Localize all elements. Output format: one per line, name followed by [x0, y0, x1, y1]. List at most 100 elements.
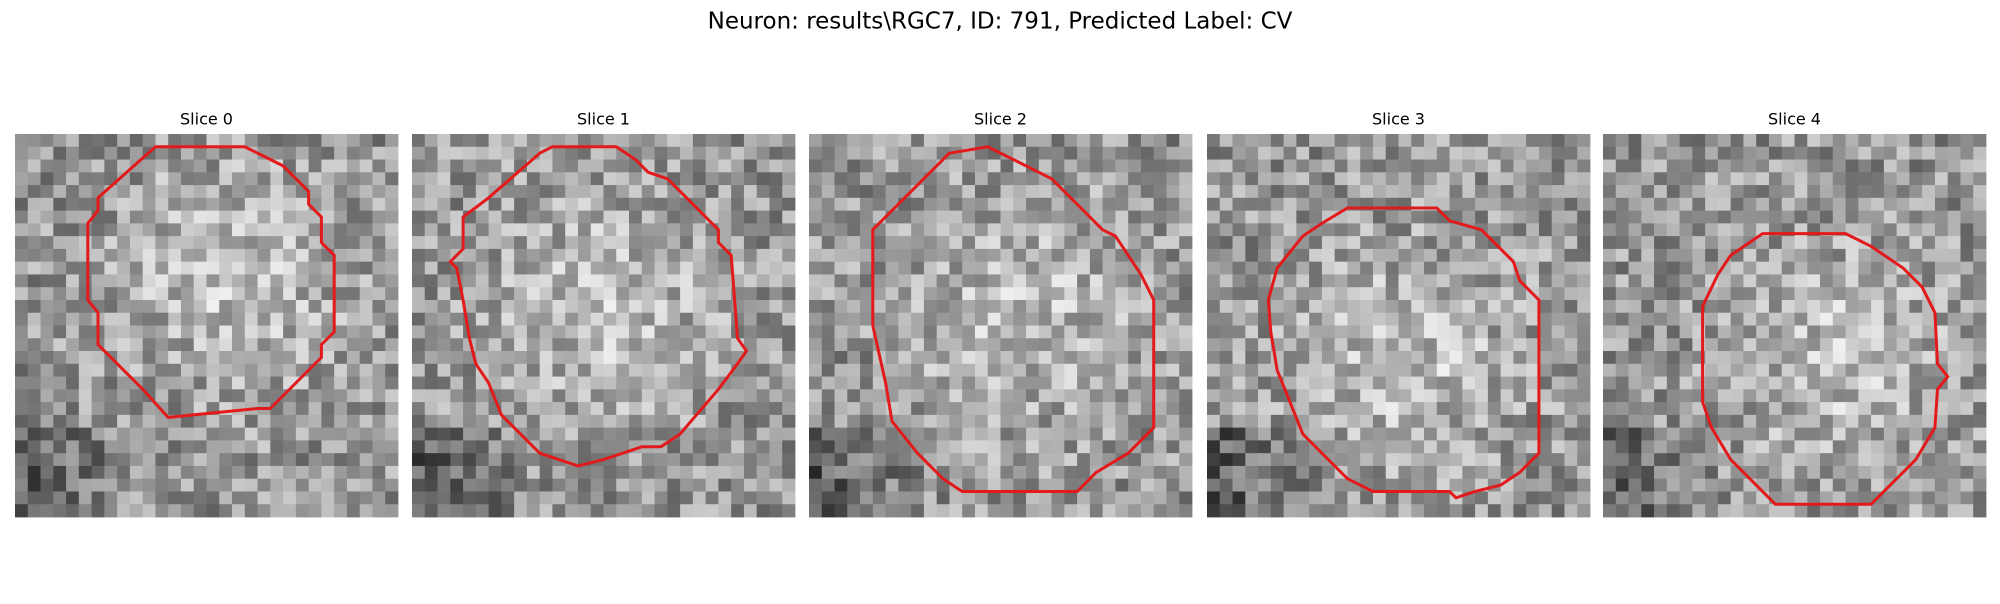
pixel [295, 159, 310, 173]
pixel [1128, 465, 1142, 480]
pixel [1140, 312, 1155, 326]
pixel [180, 478, 195, 492]
pixel [1960, 414, 1974, 429]
pixel [641, 210, 655, 224]
pixel [756, 312, 770, 326]
pixel [1909, 236, 1923, 250]
pixel [1820, 134, 1834, 148]
pixel [1628, 172, 1642, 186]
pixel [936, 299, 950, 314]
pixel [809, 312, 823, 326]
pixel [1947, 478, 1961, 492]
pixel [270, 248, 284, 263]
pixel [1102, 389, 1116, 403]
pixel [193, 197, 207, 211]
pixel [1283, 134, 1297, 148]
pixel [1232, 414, 1246, 429]
pixel [603, 402, 617, 416]
pixel [1807, 210, 1821, 224]
pixel [718, 172, 732, 186]
pixel [1372, 504, 1387, 518]
pixel [53, 376, 67, 390]
pixel [1309, 389, 1323, 403]
pixel [1641, 376, 1655, 390]
pixel [1871, 504, 1885, 518]
pixel [1153, 210, 1167, 224]
pixel [1820, 299, 1834, 314]
pixel [346, 299, 361, 314]
pixel [809, 465, 823, 480]
pixel [1385, 376, 1399, 390]
pixel [219, 185, 233, 199]
pixel [885, 312, 899, 326]
pixel [860, 478, 874, 492]
pixel [1807, 197, 1821, 211]
pixel [1487, 325, 1502, 339]
pixel [1577, 389, 1591, 403]
pixel [1038, 453, 1052, 467]
pixel [1102, 287, 1116, 301]
pixel [1603, 299, 1617, 314]
pixel [1128, 299, 1142, 314]
pixel [847, 223, 861, 237]
pixel [129, 197, 144, 211]
pixel [936, 172, 950, 186]
pixel [936, 338, 950, 352]
pixel [1232, 504, 1246, 518]
pixel [1807, 414, 1821, 429]
pixel [1628, 453, 1642, 467]
pixel [821, 478, 835, 492]
pixel [565, 376, 579, 390]
pixel [860, 185, 874, 199]
pixel [821, 223, 835, 237]
pixel [1102, 427, 1116, 441]
pixel [1051, 274, 1065, 288]
pixel [78, 197, 92, 211]
pixel [1000, 185, 1014, 199]
pixel [1258, 274, 1272, 288]
pixel [1845, 402, 1859, 416]
pixel [78, 248, 92, 263]
pixel [949, 312, 963, 326]
pixel [1807, 453, 1821, 467]
pixel [974, 261, 989, 275]
pixel [1628, 146, 1642, 160]
pixel [1102, 414, 1116, 429]
pixel [949, 491, 963, 505]
pixel [372, 299, 386, 314]
pixel [117, 274, 131, 288]
pixel [731, 172, 745, 186]
pixel [949, 261, 963, 275]
pixel [809, 274, 823, 288]
pixel [1794, 504, 1808, 518]
pixel [1934, 274, 1949, 288]
pixel [1398, 134, 1412, 148]
pixel [232, 185, 246, 199]
pixel [1038, 478, 1052, 492]
pixel [1794, 248, 1808, 263]
pixel [1140, 440, 1155, 454]
pixel [66, 440, 80, 454]
pixel [1347, 261, 1361, 275]
pixel [834, 274, 848, 288]
pixel [654, 312, 668, 326]
pixel [295, 414, 310, 429]
pixel [1462, 274, 1476, 288]
pixel [117, 338, 131, 352]
pixel [834, 440, 848, 454]
pixel [129, 210, 144, 224]
pixel [412, 299, 426, 314]
pixel [1641, 325, 1655, 339]
pixel [334, 185, 348, 199]
pixel [488, 134, 502, 148]
pixel [15, 440, 29, 454]
pixel [219, 287, 233, 301]
pixel [27, 159, 41, 173]
pixel [1462, 236, 1476, 250]
pixel [1730, 299, 1744, 314]
pixel [283, 453, 297, 467]
pixel [1832, 363, 1846, 377]
pixel [1922, 376, 1936, 390]
pixel [1360, 504, 1374, 518]
pixel [1089, 146, 1104, 160]
